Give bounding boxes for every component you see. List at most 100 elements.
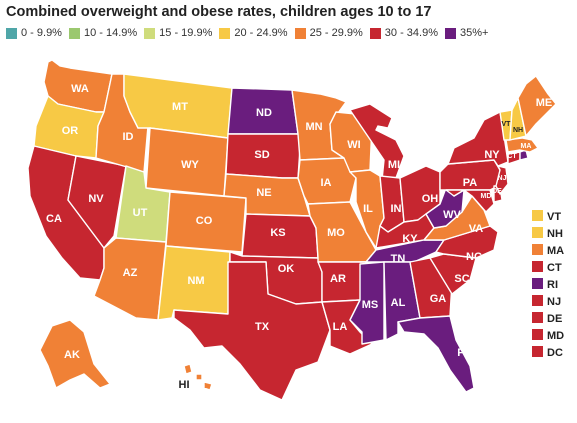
state-label-me: ME: [536, 97, 553, 109]
state-label-mi: MI: [388, 159, 400, 171]
state-label-nm: NM: [187, 275, 204, 287]
state-label-nc: NC: [466, 251, 482, 263]
state-fl[interactable]: [397, 315, 475, 393]
legend-label-6: 35%+: [459, 27, 489, 39]
state-label-pa: PA: [463, 177, 478, 189]
state-label-nd: ND: [256, 107, 272, 119]
legend-label-0: 0 - 9.9%: [21, 27, 62, 39]
state-label-ia: IA: [321, 177, 332, 189]
small-state-key: VT NH MA CT RI NJ DE MD DC: [532, 210, 564, 359]
legend-swatch-5: [369, 27, 381, 39]
state-label-ar: AR: [330, 273, 346, 285]
state-label-ga: GA: [430, 293, 447, 305]
legend-label-3: 20 - 24.9%: [234, 27, 288, 39]
legend-label-2: 15 - 19.9%: [159, 27, 213, 39]
small-state-swatch-ct: [532, 261, 543, 272]
state-label-vt: VT: [502, 121, 512, 128]
legend-item-4: 25 - 29.9%: [294, 27, 363, 39]
state-label-ky: KY: [402, 233, 418, 245]
state-label-ca: CA: [46, 213, 62, 225]
small-state-swatch-nh: [532, 227, 543, 238]
map-title: Combined overweight and obese rates, chi…: [6, 4, 432, 20]
state-label-ut: UT: [133, 207, 148, 219]
state-label-ma: MA: [521, 143, 532, 150]
legend-item-3: 20 - 24.9%: [219, 27, 288, 39]
small-state-swatch-ma: [532, 244, 543, 255]
state-label-mo: MO: [327, 227, 345, 239]
state-label-nj: NJ: [498, 175, 507, 182]
state-label-nv: NV: [88, 193, 104, 205]
legend-swatch-2: [144, 27, 156, 39]
state-label-or: OR: [62, 125, 79, 137]
small-state-swatch-md: [532, 329, 543, 340]
legend-label-5: 30 - 34.9%: [384, 27, 438, 39]
legend-item-2: 15 - 19.9%: [144, 27, 212, 39]
state-me[interactable]: [517, 75, 557, 137]
small-state-label-ri: RI: [547, 279, 558, 291]
legend: 0 - 9.9% 10 - 14.9% 15 - 19.9% 20 - 24.9…: [6, 27, 495, 39]
state-label-il: IL: [363, 203, 373, 215]
state-label-wa: WA: [71, 83, 89, 95]
small-state-label-nh: NH: [547, 228, 563, 240]
state-label-tx: TX: [255, 321, 270, 333]
state-label-ok: OK: [278, 263, 295, 275]
legend-swatch-6: [444, 27, 456, 39]
small-state-label-de: DE: [547, 313, 562, 325]
small-state-swatch-de: [532, 312, 543, 323]
small-state-swatch-ri: [532, 278, 543, 289]
legend-swatch-4: [294, 27, 306, 39]
legend-item-6: 35%+: [444, 27, 489, 39]
state-label-ks: KS: [270, 227, 285, 239]
state-ak[interactable]: [39, 319, 111, 389]
state-label-co: CO: [196, 215, 213, 227]
legend-swatch-1: [68, 27, 80, 39]
state-label-oh: OH: [422, 193, 439, 205]
state-label-al: AL: [391, 297, 406, 309]
state-label-de: DE: [492, 188, 502, 195]
state-label-az: AZ: [123, 267, 138, 279]
state-label-ne: NE: [256, 187, 271, 199]
state-hi[interactable]: [183, 363, 213, 391]
state-sc[interactable]: [429, 253, 477, 295]
state-label-la: LA: [333, 321, 348, 333]
legend-swatch-3: [219, 27, 231, 39]
state-label-mt: MT: [172, 101, 188, 113]
state-az[interactable]: [93, 237, 167, 321]
state-label-fl: FL: [457, 347, 471, 359]
state-label-wy: WY: [181, 159, 199, 171]
state-label-nh: NH: [513, 127, 523, 134]
state-label-ak: AK: [64, 349, 80, 361]
legend-label-1: 10 - 14.9%: [83, 27, 138, 39]
legend-item-5: 30 - 34.9%: [369, 27, 438, 39]
state-label-ms: MS: [362, 299, 379, 311]
state-label-md: MD: [481, 193, 492, 200]
state-label-va: VA: [469, 223, 484, 235]
state-label-sd: SD: [254, 149, 269, 161]
small-state-swatch-nj: [532, 295, 543, 306]
state-label-mn: MN: [305, 121, 322, 133]
state-label-wi: WI: [347, 139, 360, 151]
legend-swatch-0: [6, 27, 17, 39]
state-nj[interactable]: [495, 165, 509, 195]
state-label-tn: TN: [391, 253, 406, 265]
small-state-label-nj: NJ: [547, 296, 561, 308]
small-state-swatch-dc: [532, 346, 543, 357]
state-label-in: IN: [391, 203, 402, 215]
state-label-ny: NY: [484, 149, 500, 161]
state-label-wv: WV: [443, 209, 461, 221]
state-md[interactable]: [445, 189, 495, 213]
small-state-label-vt: VT: [547, 211, 561, 223]
legend-item-0: 0 - 9.9%: [6, 27, 62, 39]
state-label-id: ID: [123, 131, 134, 143]
small-state-label-md: MD: [547, 330, 564, 342]
small-state-label-ct: CT: [547, 262, 562, 274]
state-ma[interactable]: [505, 137, 539, 153]
small-state-label-ma: MA: [547, 245, 564, 257]
state-label-sc: SC: [454, 273, 469, 285]
state-tx[interactable]: [173, 261, 331, 401]
legend-item-1: 10 - 14.9%: [68, 27, 138, 39]
state-label-ct: CT: [507, 153, 517, 160]
legend-label-4: 25 - 29.9%: [309, 27, 363, 39]
small-state-label-dc: DC: [547, 347, 563, 359]
